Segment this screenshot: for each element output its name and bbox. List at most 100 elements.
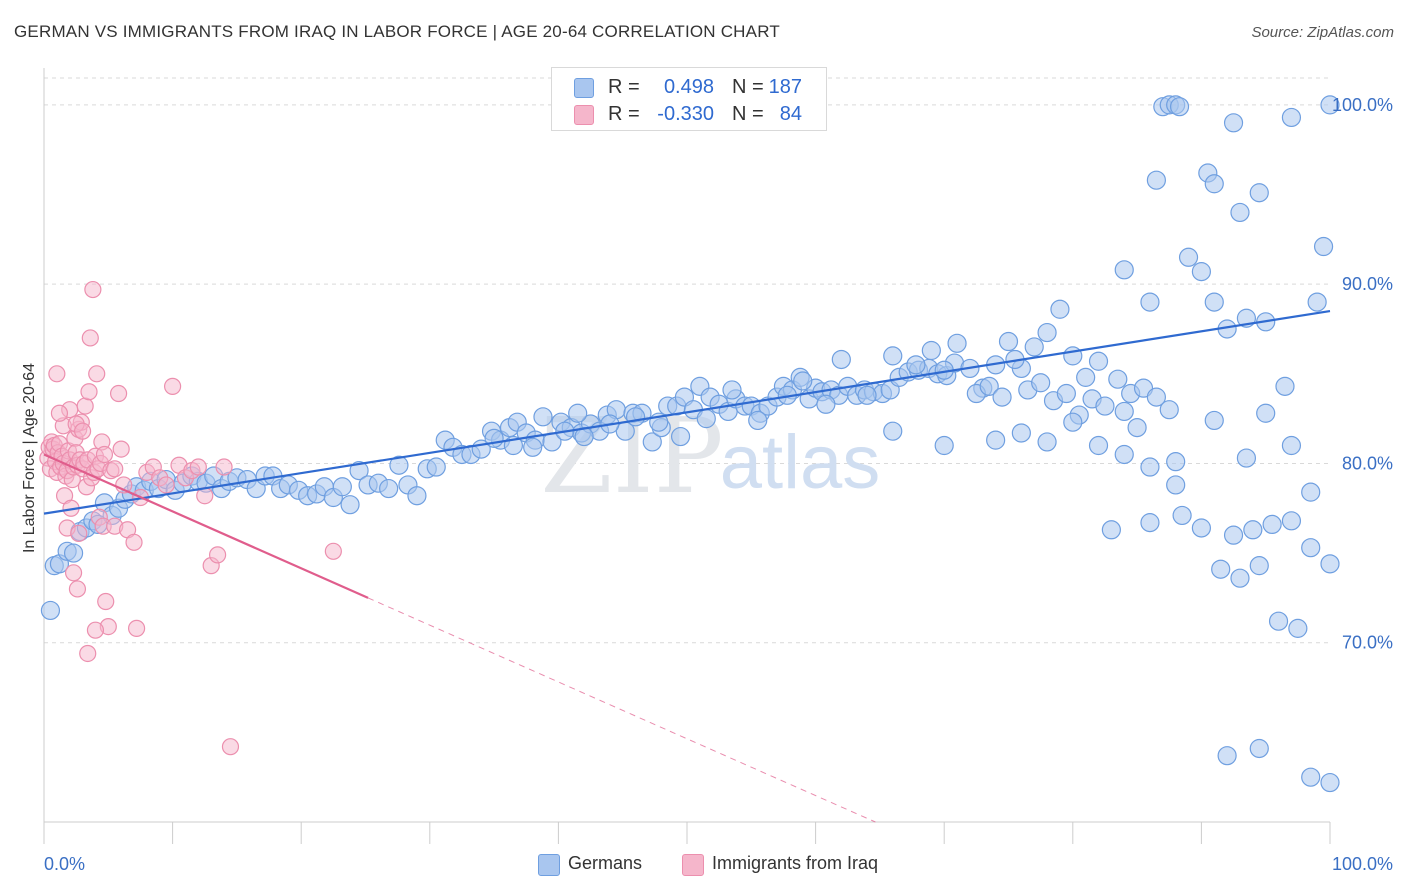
iraq-point	[50, 404, 69, 422]
germans-point	[947, 333, 967, 353]
germans-point	[883, 346, 903, 366]
germans-point	[1114, 260, 1134, 280]
germans-point	[921, 340, 941, 361]
germans-point	[533, 407, 553, 427]
iraq-point	[64, 564, 83, 582]
germans-point	[63, 543, 84, 563]
germans-point	[1031, 373, 1051, 393]
germans-point	[1204, 174, 1224, 194]
germans-point	[1320, 772, 1340, 793]
germans-point	[1262, 514, 1282, 535]
iraq-trend-extension	[367, 597, 876, 823]
germans-point	[883, 421, 903, 441]
iraq-point	[76, 397, 94, 415]
germans-point	[1101, 520, 1121, 540]
germans-point	[1301, 482, 1321, 502]
germans-point	[1281, 435, 1302, 456]
trend-lines	[43, 309, 1331, 823]
r-label: R =	[608, 76, 640, 98]
germans-point	[1320, 554, 1340, 574]
germans-swatch	[574, 78, 594, 98]
x-tick-label: 0.0%	[44, 854, 85, 874]
germans-point	[1268, 611, 1289, 631]
n-value: 84	[779, 103, 802, 125]
legend-label: Germans	[568, 853, 643, 873]
germans-point	[1275, 376, 1295, 396]
iraq-swatch	[574, 105, 594, 125]
germans-point	[332, 477, 352, 497]
r-value: -0.330	[657, 103, 714, 125]
germans-point	[1191, 262, 1212, 282]
n-value: 187	[768, 76, 802, 98]
germans-point	[379, 478, 399, 499]
iraq-point	[79, 644, 97, 663]
germans-point	[831, 349, 851, 370]
iraq-point	[84, 280, 102, 299]
y-tick-label: 70.0%	[1342, 633, 1393, 653]
germans-point	[1236, 448, 1257, 468]
germans-point	[998, 331, 1019, 352]
iraq-swatch	[682, 854, 704, 876]
germans-point	[1281, 107, 1302, 128]
germans-point	[349, 461, 369, 481]
iraq-trend-line	[43, 453, 369, 599]
iraq-point	[70, 524, 88, 542]
germans-point	[1050, 299, 1070, 319]
germans-point	[992, 387, 1012, 407]
germans-point	[1127, 417, 1147, 438]
germans-point	[1076, 367, 1096, 387]
germans-point	[1204, 292, 1224, 312]
germans-point	[857, 385, 877, 405]
germans-point	[1217, 746, 1237, 766]
germans-point	[1243, 520, 1263, 540]
germans-point	[1223, 113, 1244, 133]
chart-title: GERMAN VS IMMIGRANTS FROM IRAQ IN LABOR …	[14, 22, 780, 41]
germans-point	[979, 376, 999, 396]
germans-point	[1037, 322, 1057, 343]
germans-point	[1024, 337, 1044, 357]
iraq-point	[221, 738, 240, 756]
germans-point	[1169, 97, 1190, 117]
germans-point	[1037, 432, 1057, 452]
germans-point	[1140, 292, 1160, 312]
germans-point	[642, 432, 662, 452]
r-value: 0.498	[663, 76, 714, 98]
germans-point	[426, 457, 446, 477]
iraq-point	[97, 592, 115, 611]
germans-point	[1011, 423, 1031, 443]
chart-source: Source: ZipAtlas.com	[1251, 24, 1394, 41]
germans-point	[1281, 511, 1302, 531]
germans-point	[389, 455, 409, 475]
germans-point	[1172, 505, 1192, 526]
iraq-point	[73, 422, 92, 440]
iraq-point	[157, 476, 175, 494]
germans-point	[1230, 202, 1250, 223]
iraq-point	[88, 365, 106, 383]
legend-row-iraq: R = -0.330 N = 84	[552, 101, 826, 127]
iraq-point	[324, 542, 342, 560]
y-tick-label: 100.0%	[1332, 95, 1393, 115]
germans-point	[1088, 435, 1109, 456]
germans-point	[748, 410, 768, 431]
r-label: R =	[608, 103, 640, 125]
germans-point	[1230, 568, 1250, 588]
germans-point	[906, 355, 926, 375]
iraq-point	[189, 458, 207, 476]
germans-point	[1256, 403, 1276, 423]
series-legend: Germans Immigrants from Iraq	[0, 852, 1406, 878]
germans-point	[1301, 767, 1321, 787]
axis-labels: 70.0% 80.0% 90.0% 100.0% 0.0% 100.0% In Labor …	[21, 95, 1393, 874]
germans-point	[523, 437, 543, 457]
germans-point	[1056, 383, 1076, 404]
germans-point	[40, 600, 61, 621]
germans-point	[1095, 396, 1115, 416]
iraq-point	[215, 458, 233, 476]
germans-point	[1307, 292, 1327, 312]
germans-point	[1313, 236, 1334, 257]
germans-point	[1320, 95, 1340, 115]
watermark-atlas: atlas	[720, 420, 881, 505]
germans-point	[1140, 457, 1160, 477]
iraq-point	[106, 460, 124, 478]
germans-point	[696, 409, 716, 429]
gridlines	[44, 77, 1330, 644]
